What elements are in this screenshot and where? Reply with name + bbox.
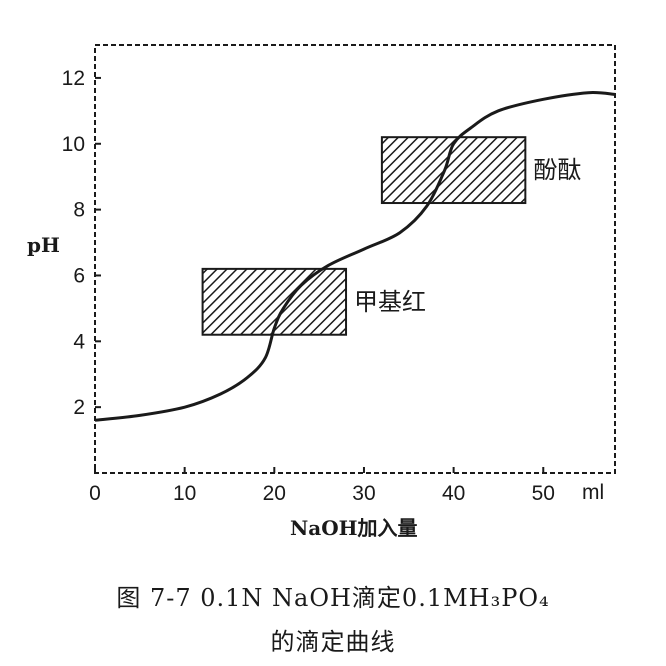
- plot-frame: [94, 44, 616, 474]
- titration-curve: [94, 91, 616, 422]
- x-tick-label: 30: [352, 482, 375, 505]
- indicator-bands: 甲基红 酚酞: [201, 136, 581, 336]
- x-unit-label: ml: [582, 481, 604, 504]
- y-axis: 2 4 6 8 10 12: [62, 67, 101, 419]
- indicator-band: [201, 267, 348, 336]
- y-tick-label: 8: [73, 199, 85, 222]
- x-tick-label: 0: [89, 482, 101, 505]
- y-tick-label: 2: [73, 396, 85, 419]
- x-axis-title: NaOH加入量: [290, 516, 418, 540]
- titration-chart: 甲基红 酚酞 0 10 20 30 40 50 2 4 6 8 10 12 ml NaOH加入量 pH: [27, 44, 616, 540]
- indicator-band: [380, 136, 527, 205]
- y-tick-label: 4: [73, 330, 85, 353]
- y-tick-label: 6: [73, 264, 85, 287]
- x-axis: 0 10 20 30 40 50: [89, 467, 555, 505]
- indicator-label: 甲基红: [354, 288, 426, 316]
- indicator-label: 酚酞: [533, 156, 581, 184]
- y-axis-title: pH: [27, 233, 60, 257]
- y-tick-label: 10: [62, 133, 85, 156]
- x-tick-label: 50: [532, 482, 555, 505]
- x-tick-label: 20: [263, 482, 286, 505]
- figure-caption: 图 7-7 0.1N NaOH滴定0.1MH₃PO₄: [116, 584, 550, 612]
- x-tick-label: 40: [442, 482, 465, 505]
- y-tick-label: 12: [62, 67, 85, 90]
- x-tick-label: 10: [173, 482, 196, 505]
- figure-caption-line2: 的滴定曲线: [270, 628, 396, 656]
